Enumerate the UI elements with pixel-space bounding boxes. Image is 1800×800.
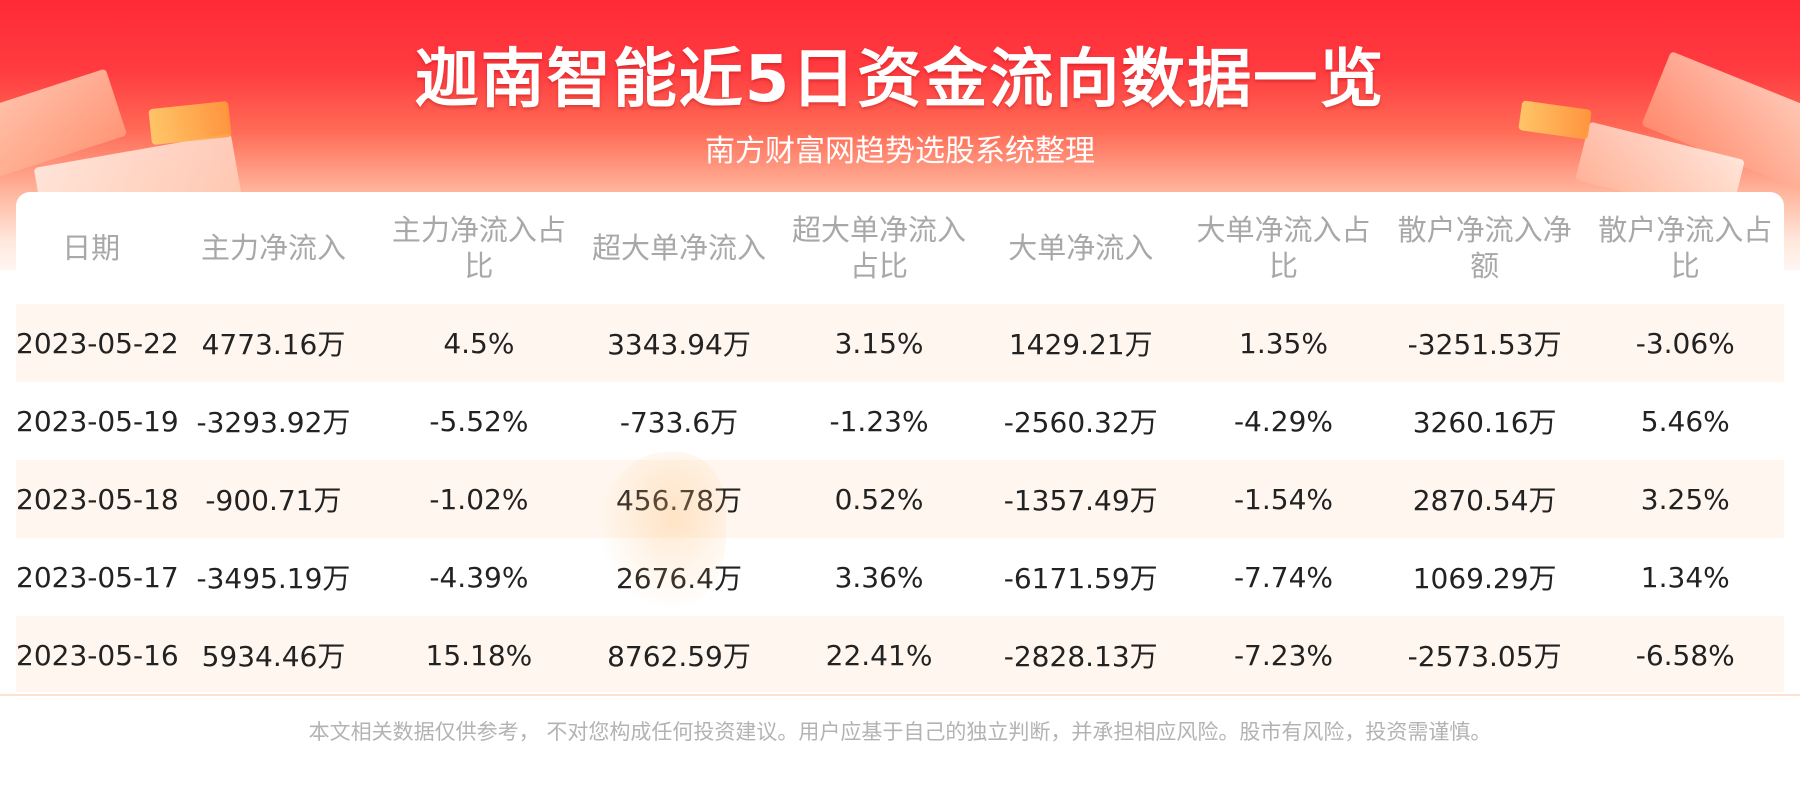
fund-flow-table: 日期 主力净流入 主力净流入占比 超大单净流入 超大单净流入占比 大单净流入 大… [16,192,1784,692]
table-cell: -7.74% [1233,560,1334,594]
table-cell: 3260.16万 [1412,406,1557,439]
date-cell: 2023-05-18 [16,460,179,538]
column-header: 大单净流入占比 [1196,213,1371,283]
table-cell: -3.06% [1586,304,1784,382]
table-cell: -3495.19万 [196,562,351,595]
date-cell: 2023-05-19 [16,404,179,438]
table-cell: 2676.4万 [615,562,742,595]
table-cell: 456.78万 [577,460,781,538]
table-cell: 22.41% [780,616,978,692]
page-subtitle: 南方财富网趋势选股系统整理 [705,134,1095,169]
table-cell: 1069.29万 [1412,562,1557,595]
date-cell: 2023-05-22 [16,304,179,382]
table-cell: -1.23% [829,404,929,438]
table-cell: 1.35% [1184,304,1383,382]
table-cell: 0.52% [780,460,978,538]
column-header: 日期 [62,231,121,265]
table-cell: 5.46% [1640,404,1730,438]
table-cell: 4773.16万 [166,304,381,382]
table-row: 2023-05-19 -3293.92万 -5.52% -733.6万 -1.2… [16,382,1784,460]
table-cell: -4.39% [429,560,529,594]
table-header-row: 日期 主力净流入 主力净流入占比 超大单净流入 超大单净流入占比 大单净流入 大… [16,192,1784,304]
table-cell: -2828.13万 [977,616,1185,692]
table-cell: -5.52% [429,404,529,438]
column-header: 主力净流入 [200,231,346,265]
table-cell: -6171.59万 [1003,562,1158,595]
column-header: 大单净流入 [1008,231,1154,265]
table-cell: 8762.59万 [577,616,781,692]
table-cell: -3251.53万 [1382,304,1587,382]
table-cell: -3293.92万 [196,406,351,439]
table-row: 2023-05-22 4773.16万 4.5% 3343.94万 3.15% … [16,304,1784,382]
data-card: 日期 主力净流入 主力净流入占比 超大单净流入 超大单净流入占比 大单净流入 大… [16,192,1784,692]
table-cell: 3.36% [834,560,924,594]
date-cell: 2023-05-17 [16,560,179,594]
table-cell: -4.29% [1233,404,1334,438]
table-cell: -6.58% [1586,616,1784,692]
table-cell: 2870.54万 [1382,460,1587,538]
table-cell: -1.54% [1184,460,1383,538]
table-row: 2023-05-18 -900.71万 -1.02% 456.78万 0.52%… [16,460,1784,538]
table-cell: 4.5% [380,304,578,382]
table-cell: -1.02% [380,460,578,538]
table-cell: -733.6万 [619,406,739,439]
column-header: 散户净流入占比 [1598,213,1773,283]
table-cell: 3.25% [1586,460,1784,538]
table-cell: 5934.46万 [166,616,381,692]
page-title: 迦南智能近5日资金流向数据一览 [414,43,1386,117]
table-row: 2023-05-17 -3495.19万 -4.39% 2676.4万 3.36… [16,538,1784,616]
column-header: 主力净流入占比 [391,213,566,283]
table-cell: -900.71万 [166,460,381,538]
table-cell: 15.18% [380,616,578,692]
table-row: 2023-05-16 5934.46万 15.18% 8762.59万 22.4… [16,616,1784,692]
table-cell: -7.23% [1184,616,1383,692]
date-cell: 2023-05-16 [16,616,179,692]
disclaimer-text: 本文相关数据仅供参考， 不对您构成任何投资建议。用户应基于自己的独立判断，并承担… [308,720,1492,744]
column-header: 超大单净流入 [591,231,766,265]
table-cell: -2573.05万 [1382,616,1587,692]
column-header: 散户净流入净额 [1397,213,1572,283]
footer-divider [0,694,1800,696]
table-cell: -1357.49万 [977,460,1185,538]
column-header: 超大单净流入占比 [792,213,967,283]
table-cell: 3343.94万 [577,304,781,382]
table-cell: 3.15% [780,304,978,382]
table-cell: -2560.32万 [1003,406,1158,439]
table-cell: 1429.21万 [977,304,1185,382]
table-cell: 1.34% [1640,560,1730,594]
